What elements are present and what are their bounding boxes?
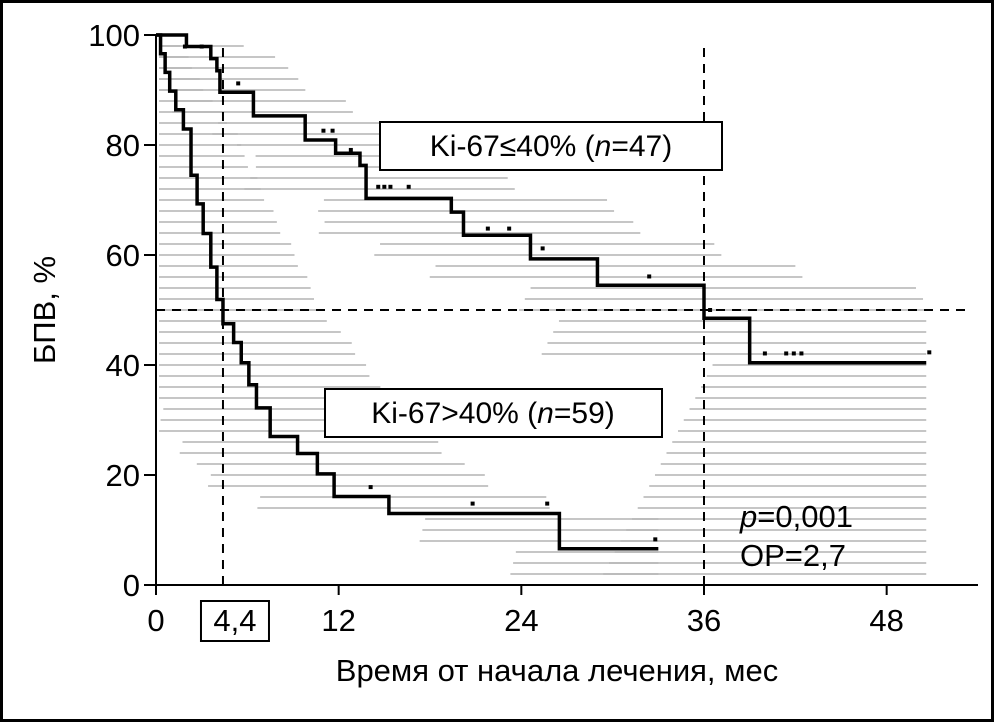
p-value: p=0,001 bbox=[739, 499, 853, 534]
confidence-interval-hatching bbox=[159, 45, 927, 575]
y-axis-title: БПВ, % bbox=[27, 256, 62, 364]
censor-mark bbox=[199, 44, 204, 49]
censor-mark bbox=[545, 501, 550, 506]
censor-mark bbox=[540, 246, 545, 251]
series-label-low: Ki-67≤40% (n=47) bbox=[379, 121, 723, 171]
censor-mark bbox=[376, 184, 381, 189]
survival-curve-0 bbox=[156, 33, 927, 365]
censor-mark bbox=[927, 350, 932, 355]
median-time-label: 4,4 bbox=[213, 603, 256, 638]
censor-mark bbox=[236, 81, 241, 86]
censor-mark bbox=[330, 128, 335, 133]
median-time-box bbox=[199, 600, 270, 642]
censor-mark bbox=[799, 351, 804, 356]
censor-mark bbox=[762, 351, 767, 356]
y-tick-label: 0 bbox=[123, 568, 140, 603]
censor-mark bbox=[470, 501, 475, 506]
y-tick-label: 40 bbox=[106, 348, 140, 383]
x-tick-label: 36 bbox=[687, 603, 721, 638]
reference-lines bbox=[156, 48, 968, 585]
censor-mark bbox=[653, 537, 658, 542]
x-axis-title: Время от начала лечения, мес bbox=[336, 653, 778, 688]
censor-mark bbox=[382, 184, 387, 189]
series-label-high-text: Ki-67>40% (n=59) bbox=[371, 397, 615, 430]
y-tick-label: 100 bbox=[88, 18, 140, 53]
censor-mark bbox=[507, 226, 512, 231]
series-label-high-box bbox=[324, 388, 663, 438]
survival-curve-1 bbox=[156, 33, 659, 551]
x-tick-label: 0 bbox=[147, 603, 164, 638]
x-tick-label: 12 bbox=[321, 603, 355, 638]
censor-mark bbox=[784, 351, 789, 356]
censor-mark bbox=[321, 128, 326, 133]
censor-mark bbox=[368, 485, 373, 490]
censor-mark bbox=[791, 351, 796, 356]
series-label-low-box bbox=[379, 121, 723, 171]
series-label-high: Ki-67>40% (n=59) bbox=[324, 388, 663, 438]
censor-mark bbox=[406, 184, 411, 189]
censor-mark bbox=[485, 226, 490, 231]
y-tick-label: 80 bbox=[106, 128, 140, 163]
axes: 0 20 40 60 80 100 0 12 24 36 48 4,4 bbox=[88, 18, 978, 642]
censor-mark bbox=[708, 308, 713, 312]
x-tick-label: 48 bbox=[869, 603, 903, 638]
y-tick-label: 60 bbox=[106, 238, 140, 273]
censor-mark bbox=[647, 274, 652, 279]
censor-mark bbox=[348, 147, 353, 152]
censor-mark bbox=[182, 44, 187, 49]
y-tick-label: 20 bbox=[106, 458, 140, 493]
survival-curves bbox=[156, 33, 932, 551]
censor-mark bbox=[388, 184, 393, 189]
hazard-ratio: ОР=2,7 bbox=[740, 538, 846, 573]
series-label-low-text: Ki-67≤40% (n=47) bbox=[430, 130, 672, 163]
x-tick-label: 24 bbox=[504, 603, 538, 638]
